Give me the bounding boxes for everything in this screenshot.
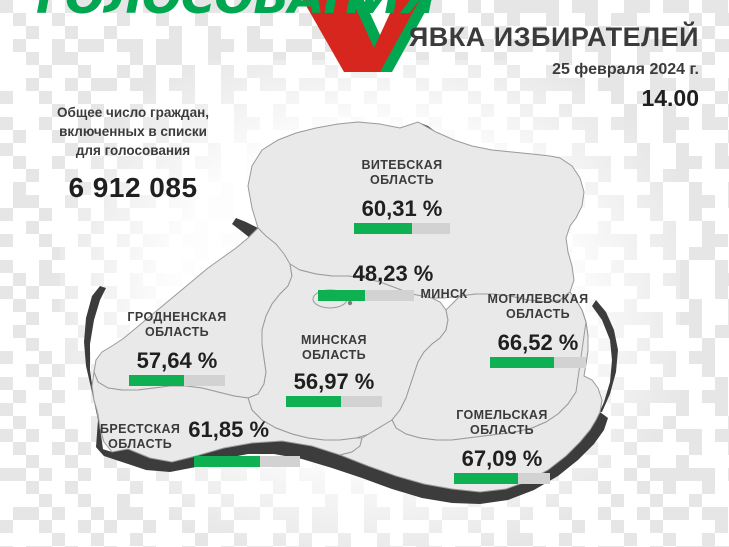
region-percent-vitebsk: 60,31 % bbox=[361, 195, 443, 221]
region-bar-fill-minsk-city bbox=[318, 290, 365, 302]
region-callout-vitebsk: ВИТЕБСКАЯ ОБЛАСТЬ 60,31 % bbox=[312, 158, 492, 234]
region-percent-mogilev: 66,52 % bbox=[497, 329, 579, 355]
header-text-block: ЯВКА ИЗБИРАТЕЛЕЙ 25 февраля 2024 г. 14.0… bbox=[409, 24, 699, 112]
region-name-line-2: ОБЛАСТЬ bbox=[108, 437, 173, 452]
region-bar-grodno bbox=[129, 374, 225, 386]
region-callout-brest: БРЕСТСКАЯ ОБЛАСТЬ 61,85 % bbox=[100, 418, 300, 467]
header-logo-graphic bbox=[302, 0, 432, 72]
region-bar-mogilev bbox=[490, 356, 586, 368]
region-bar-vitebsk bbox=[354, 222, 450, 234]
region-bar-fill-grodno bbox=[129, 374, 185, 386]
region-percent-gomel: 67,09 % bbox=[461, 445, 543, 471]
region-label-grodno: ГРОДНЕНСКАЯ ОБЛАСТЬ bbox=[127, 310, 226, 341]
region-name-line-2: ОБЛАСТЬ bbox=[301, 348, 367, 363]
region-name-line-2: ОБЛАСТЬ bbox=[505, 307, 571, 322]
minsk-city-bar-row: МИНСК bbox=[318, 287, 467, 302]
region-name-line-1: МОГИЛЕВСКАЯ bbox=[487, 292, 589, 306]
logo-wordmark: ГОЛОСОВАНИЯ bbox=[36, 0, 436, 25]
region-name-line-2: ОБЛАСТЬ bbox=[144, 325, 210, 340]
region-percent-minsk-city: 48,23 % bbox=[352, 261, 434, 286]
red-checkmark-icon bbox=[302, 0, 420, 72]
brest-value-group: 61,85 % bbox=[188, 418, 269, 441]
header-date: 25 февраля 2024 г. bbox=[552, 61, 699, 78]
region-name-line-1: ГОМЕЛЬСКАЯ bbox=[456, 408, 548, 422]
total-voters-label: Общее число граждан, включенных в списки… bbox=[18, 103, 248, 160]
total-label-line-1: Общее число граждан, bbox=[57, 105, 209, 120]
region-label-vitebsk: ВИТЕБСКАЯ ОБЛАСТЬ bbox=[361, 158, 442, 189]
header-time: 14.00 bbox=[641, 85, 699, 111]
region-bar-fill-minsk-region bbox=[286, 395, 341, 407]
region-label-brest: БРЕСТСКАЯ ОБЛАСТЬ bbox=[100, 422, 180, 453]
region-bar-fill-gomel bbox=[454, 472, 519, 484]
total-voters-block: Общее число граждан, включенных в списки… bbox=[18, 103, 248, 204]
region-callout-mogilev: МОГИЛЕВСКАЯ ОБЛАСТЬ 66,52 % bbox=[448, 292, 628, 368]
region-name-line-2: ОБЛАСТЬ bbox=[369, 173, 434, 188]
region-callout-minsk-region: МИНСКАЯ ОБЛАСТЬ 56,97 % bbox=[248, 333, 420, 407]
region-name-line-1: БРЕСТСКАЯ bbox=[100, 422, 181, 436]
region-label-minsk-region: МИНСКАЯ ОБЛАСТЬ bbox=[301, 333, 367, 364]
total-label-line-2: включенных в списки bbox=[59, 124, 207, 140]
region-label-gomel: ГОМЕЛЬСКАЯ ОБЛАСТЬ bbox=[456, 408, 548, 439]
region-name-line-2: ОБЛАСТЬ bbox=[469, 423, 534, 438]
region-percent-minsk-region: 56,97 % bbox=[293, 368, 375, 394]
total-label-line-3: для голосования bbox=[75, 143, 191, 159]
region-callout-gomel: ГОМЕЛЬСКАЯ ОБЛАСТЬ 67,09 % bbox=[412, 408, 592, 484]
region-bar-gomel bbox=[454, 472, 550, 484]
minsk-city-dot bbox=[347, 300, 353, 306]
region-percent-grodno: 57,64 % bbox=[136, 347, 218, 373]
region-bar-brest bbox=[194, 455, 300, 467]
region-name-line-1: ВИТЕБСКАЯ bbox=[361, 158, 443, 172]
region-bar-fill-vitebsk bbox=[354, 222, 412, 234]
region-name-line-1: ГРОДНЕНСКАЯ bbox=[127, 310, 227, 324]
region-callout-grodno: ГРОДНЕНСКАЯ ОБЛАСТЬ 57,64 % bbox=[92, 310, 262, 386]
region-bar-fill-brest bbox=[194, 455, 260, 467]
region-percent-brest: 61,85 % bbox=[188, 417, 270, 442]
region-bar-minsk-region bbox=[286, 395, 382, 407]
region-name-line-1: МИНСКАЯ bbox=[301, 333, 367, 347]
brest-row: БРЕСТСКАЯ ОБЛАСТЬ 61,85 % bbox=[100, 418, 300, 453]
total-voters-value: 6 912 085 bbox=[68, 172, 198, 204]
region-bar-minsk-city bbox=[318, 290, 415, 302]
page-title: ЯВКА ИЗБИРАТЕЛЕЙ bbox=[408, 22, 699, 52]
region-label-mogilev: МОГИЛЕВСКАЯ ОБЛАСТЬ bbox=[488, 292, 589, 323]
region-bar-fill-mogilev bbox=[490, 356, 554, 368]
